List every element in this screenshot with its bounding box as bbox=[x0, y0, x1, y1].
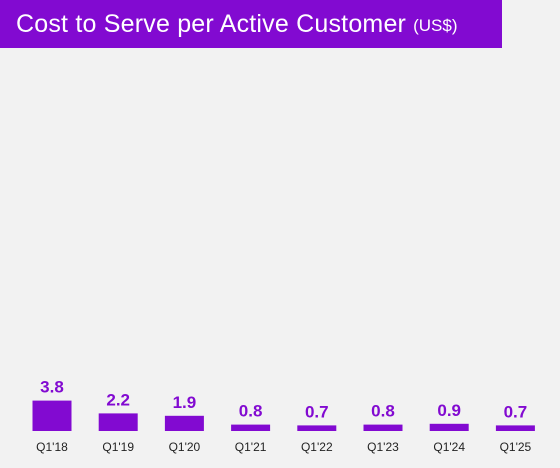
bar-value-label: 0.8 bbox=[371, 402, 395, 421]
bar bbox=[231, 424, 271, 431]
bar bbox=[32, 400, 72, 431]
x-tick-label: Q1'25 bbox=[500, 440, 532, 454]
x-tick-label: Q1'22 bbox=[301, 440, 333, 454]
title-banner: Cost to Serve per Active Customer (US$) bbox=[0, 0, 502, 48]
bar bbox=[98, 413, 138, 431]
x-tick-label: Q1'19 bbox=[102, 440, 134, 454]
bar-value-label: 0.9 bbox=[437, 401, 461, 420]
bar-value-label: 0.7 bbox=[504, 402, 528, 421]
bar bbox=[495, 425, 535, 431]
bar-value-label: 2.2 bbox=[106, 390, 130, 409]
bar-value-label: 0.8 bbox=[239, 402, 263, 421]
chart-title: Cost to Serve per Active Customer bbox=[16, 9, 407, 38]
x-tick-label: Q1'18 bbox=[36, 440, 68, 454]
bar-value-label: 3.8 bbox=[40, 378, 64, 397]
chart-unit: (US$) bbox=[413, 16, 458, 35]
bar bbox=[363, 424, 403, 431]
x-tick-label: Q1'21 bbox=[235, 440, 267, 454]
x-tick-label: Q1'23 bbox=[367, 440, 399, 454]
bar-value-label: 0.7 bbox=[305, 402, 329, 421]
x-tick-label: Q1'24 bbox=[433, 440, 465, 454]
bar bbox=[297, 425, 337, 431]
bar bbox=[429, 423, 469, 431]
bar-value-label: 1.9 bbox=[173, 393, 197, 412]
x-tick-label: Q1'20 bbox=[169, 440, 201, 454]
bar bbox=[164, 415, 204, 431]
